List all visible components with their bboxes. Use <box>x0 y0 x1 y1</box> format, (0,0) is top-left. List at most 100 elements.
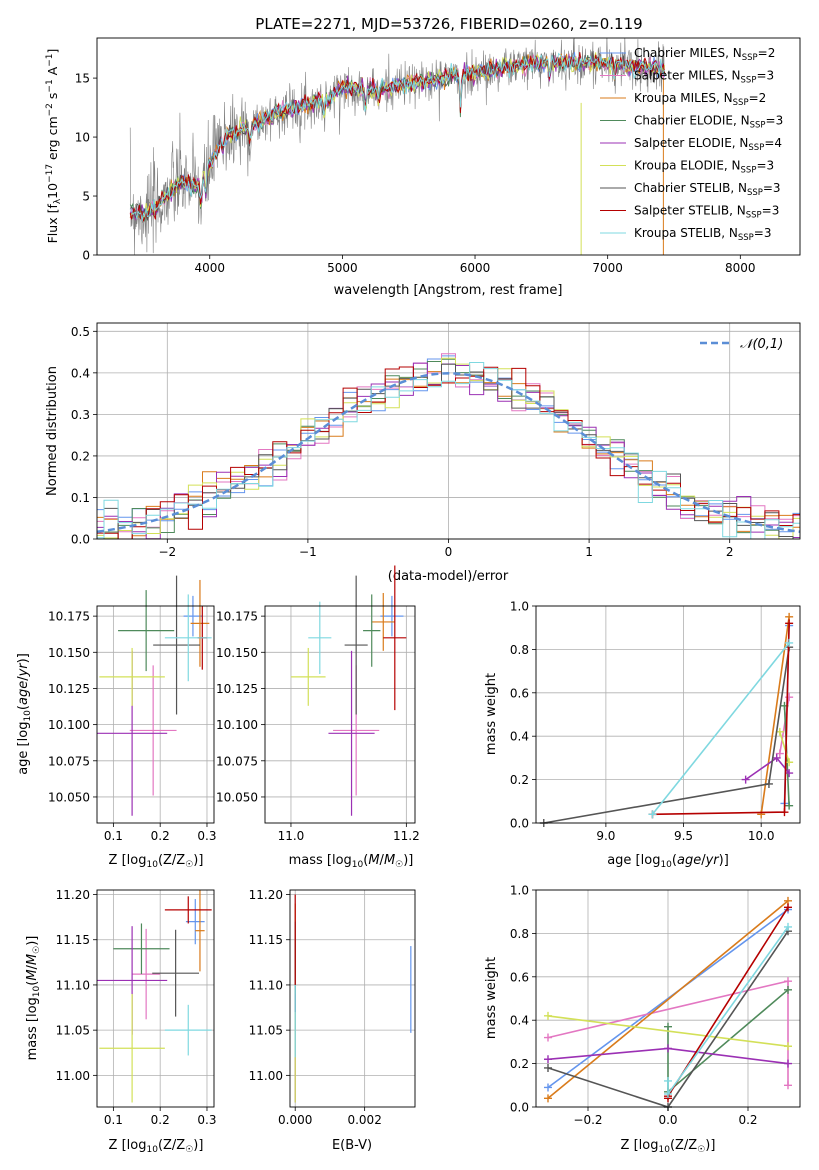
errorbar-point <box>383 565 407 711</box>
mass-weight-marker <box>784 1059 792 1068</box>
mass-weight-series <box>544 896 792 1103</box>
mwage-ylabel: mass weight <box>484 673 499 755</box>
agez-ylabel: age [log10(age/yr)] <box>16 653 33 775</box>
mass-weight-marker <box>772 753 781 762</box>
y-tick-label: 10 <box>75 131 90 145</box>
x-tick-label: 0.0 <box>658 1113 677 1127</box>
mass-weight-marker <box>648 810 657 819</box>
x-tick-label: 8000 <box>725 261 756 275</box>
x-tick-label: 0.002 <box>347 1113 381 1127</box>
mass-weight-marker <box>785 619 794 628</box>
y-tick-label: 0.8 <box>510 927 529 941</box>
legend-label: Salpeter ELODIE, NSSP=4 <box>634 136 782 153</box>
y-tick-label: 0.4 <box>510 1014 529 1028</box>
errorbar-point <box>118 590 175 672</box>
errorbar-point <box>195 890 205 972</box>
model-spectrum <box>129 52 666 222</box>
x-tick-label: 7000 <box>592 261 623 275</box>
y-tick-label: 10.100 <box>48 718 90 732</box>
errorbar-point <box>380 595 404 637</box>
y-tick-label: 0.5 <box>71 325 90 339</box>
x-tick-label: 0 <box>445 545 453 559</box>
x-tick-label: 0.1 <box>104 1113 123 1127</box>
x-tick-label: 6000 <box>460 261 491 275</box>
errorbar-point <box>344 575 368 715</box>
mass-vs-ebv-panel: 0.000 0.002 11.00 11.05 11.10 11.15 11.20 E(B-… <box>249 888 416 1153</box>
y-tick-label: 1.0 <box>510 884 529 898</box>
errorbar-point <box>164 594 212 682</box>
x-tick-label: 11.0 <box>278 829 305 843</box>
mass-weight-marker <box>785 693 794 702</box>
mass-weight-vs-age-panel: 9.0 9.5 10.0 0.0 0.2 0.4 0.6 0.8 1.0 age [log10(… <box>484 600 801 870</box>
errorbar-point <box>371 592 395 651</box>
y-tick-label: 11.10 <box>56 978 90 992</box>
mass-weight-line <box>547 900 789 1099</box>
x-tick-label: 10.0 <box>748 829 775 843</box>
y-tick-label: 0.0 <box>510 817 529 831</box>
x-tick-label: 4000 <box>194 261 225 275</box>
mass-weight-line <box>667 926 789 1097</box>
mwz-ylabel: mass weight <box>484 957 499 1039</box>
mass-weight-marker <box>741 775 750 784</box>
me-xlabel: E(B-V) <box>332 1138 372 1153</box>
x-tick-label: 9.5 <box>674 829 693 843</box>
mass-weight-marker <box>784 1042 792 1051</box>
mass-weight-line <box>547 1015 789 1047</box>
errorbar-point <box>99 993 165 1103</box>
y-tick-label: 11.15 <box>249 933 283 947</box>
y-tick-label: 10.050 <box>48 790 90 804</box>
y-tick-label: 11.10 <box>249 978 283 992</box>
mass-weight-marker <box>664 1076 672 1085</box>
y-tick-label: 0.6 <box>510 970 529 984</box>
y-tick-label: 5 <box>82 190 90 204</box>
y-tick-label: 1.0 <box>510 600 529 614</box>
mwage-xlabel: age [log10(age/yr)] <box>607 853 729 870</box>
y-tick-label: 10.050 <box>216 790 258 804</box>
mass-weight-marker <box>764 779 773 788</box>
x-tick-label: 5000 <box>327 261 358 275</box>
errorbar-point <box>132 928 161 1020</box>
x-tick-label: 0.2 <box>738 1113 757 1127</box>
agez-xlabel: Z [log10(Z/Z☉)] <box>109 853 204 870</box>
y-tick-label: 10.175 <box>48 610 90 624</box>
legend-label: Chabrier MILES, NSSP=2 <box>634 46 775 63</box>
errorbar-point <box>164 1004 212 1056</box>
mass-weight-marker <box>544 1033 552 1042</box>
mass-weight-series <box>664 922 792 1098</box>
errorbar-point <box>164 896 212 924</box>
x-tick-label: 2 <box>726 545 734 559</box>
hist-legend: 𝒩(0,1) <box>700 337 783 352</box>
mass-weight-marker <box>544 1094 552 1103</box>
x-tick-label: −2 <box>158 545 176 559</box>
y-tick-label: 11.00 <box>249 1069 283 1083</box>
errorbar-point <box>183 595 203 637</box>
legend-label: Kroupa MILES, NSSP=2 <box>634 91 766 108</box>
mass-weight-series <box>544 1011 792 1051</box>
errorbar-point <box>290 647 326 706</box>
errorbar-point <box>153 575 200 715</box>
y-tick-label: 0.4 <box>71 366 90 380</box>
residual-histogram-step <box>97 362 800 539</box>
residual-histogram-step <box>97 357 800 539</box>
legend-label: Salpeter MILES, NSSP=3 <box>634 69 774 86</box>
errorbar-point <box>328 650 375 816</box>
errorbar-point <box>185 899 205 945</box>
y-tick-label: 0.2 <box>510 773 529 787</box>
mass-weight-line <box>779 731 790 763</box>
mass-weight-series <box>544 1044 792 1068</box>
y-tick-label: 10.125 <box>48 682 90 696</box>
legend-label: Kroupa ELODIE, NSSP=3 <box>634 159 774 176</box>
y-tick-label: 0.2 <box>510 1057 529 1071</box>
y-tick-label: 0.0 <box>71 533 90 547</box>
mass-weight-marker <box>785 638 794 647</box>
spectrum-xlabel: wavelength [Angstrom, rest frame] <box>334 283 563 298</box>
age-vs-mass-panel: 11.0 11.2 10.050 10.075 10.100 10.125 10.150 10… <box>216 565 420 870</box>
mass-weight-marker <box>784 985 792 994</box>
y-tick-label: 11.20 <box>56 888 90 902</box>
mass-weight-marker <box>664 1044 672 1053</box>
y-tick-label: 0 <box>82 249 90 263</box>
spectrum-ylabel: Flux [fλ10−17 erg cm−2 s−1 A−1] <box>45 49 63 244</box>
y-tick-label: 10.150 <box>216 646 258 660</box>
mass-weight-marker <box>785 801 794 810</box>
mass-weight-series <box>544 977 792 1090</box>
